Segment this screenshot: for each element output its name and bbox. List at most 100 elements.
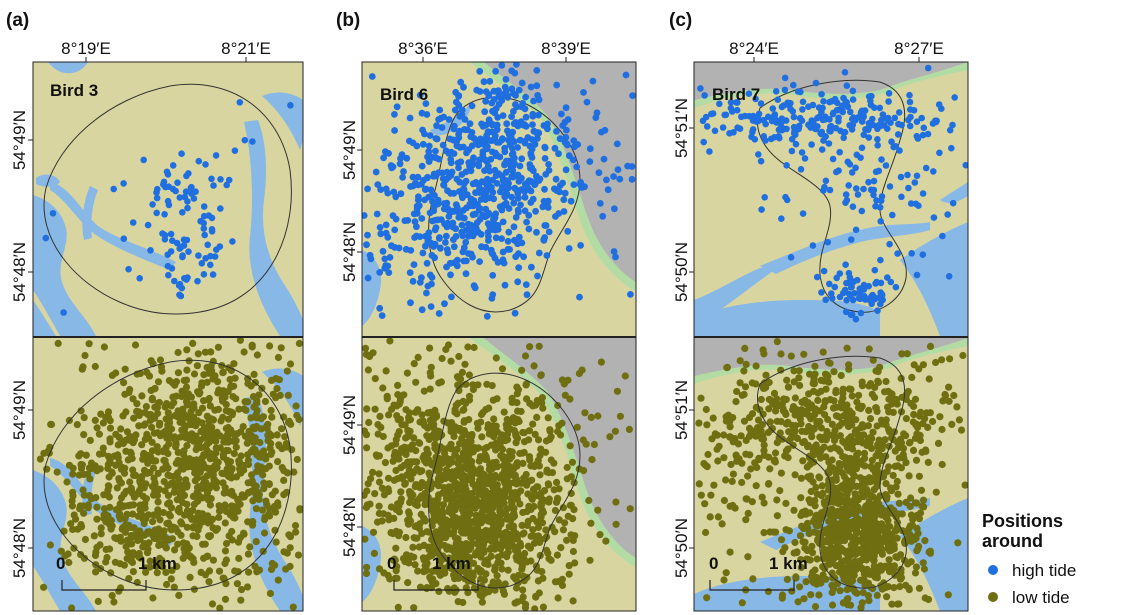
position-point <box>926 409 934 417</box>
position-point <box>435 310 443 317</box>
position-point <box>848 559 857 568</box>
position-point <box>451 106 459 114</box>
position-point <box>919 251 927 258</box>
position-point <box>114 441 122 449</box>
position-point <box>845 570 854 579</box>
position-point <box>49 210 57 217</box>
position-point <box>596 200 604 207</box>
position-point <box>870 177 878 185</box>
position-point <box>627 291 634 298</box>
position-point <box>839 599 848 607</box>
position-point <box>501 160 509 168</box>
position-point <box>400 168 407 175</box>
position-point <box>126 448 135 456</box>
panel-a-y-tick-top-2: 54°48′N <box>10 242 29 302</box>
position-point <box>529 121 536 128</box>
position-point <box>581 409 589 417</box>
position-point <box>452 401 460 409</box>
position-point <box>409 277 417 285</box>
position-point <box>402 245 410 253</box>
position-point <box>938 356 946 364</box>
position-point <box>890 562 899 570</box>
position-point <box>445 505 454 513</box>
position-point <box>878 584 887 592</box>
position-point <box>565 562 573 570</box>
position-point <box>77 407 85 415</box>
position-point <box>267 439 275 448</box>
position-point <box>439 501 447 509</box>
position-point <box>129 568 137 576</box>
position-point <box>180 451 188 459</box>
position-point <box>450 481 459 489</box>
position-point <box>382 148 389 156</box>
position-point <box>894 510 902 518</box>
position-point <box>887 535 895 544</box>
position-point <box>367 255 375 263</box>
position-point <box>526 544 535 552</box>
position-point <box>811 362 819 370</box>
position-point <box>507 161 514 169</box>
position-point <box>200 451 208 459</box>
position-point <box>530 97 537 105</box>
position-point <box>286 360 295 368</box>
position-point <box>579 436 587 444</box>
position-point <box>499 112 507 119</box>
position-point <box>154 378 163 386</box>
position-point <box>219 369 227 377</box>
position-point <box>388 164 396 172</box>
position-point <box>948 144 955 152</box>
position-point <box>374 421 382 429</box>
position-point <box>147 386 155 395</box>
position-point <box>706 513 714 521</box>
position-point <box>727 99 735 106</box>
position-point <box>839 437 847 445</box>
position-point <box>425 158 433 166</box>
position-point <box>833 168 840 176</box>
position-point <box>386 575 394 583</box>
position-point <box>784 99 791 107</box>
position-point <box>871 104 878 111</box>
position-point <box>230 450 238 458</box>
position-point <box>387 529 395 537</box>
position-point <box>811 502 819 510</box>
water-channel <box>940 182 968 203</box>
position-point <box>140 156 147 164</box>
position-point <box>87 465 95 473</box>
position-point <box>397 445 406 453</box>
position-point <box>493 87 501 95</box>
position-point <box>217 176 224 183</box>
position-point <box>129 549 137 557</box>
position-point <box>760 116 767 124</box>
position-point <box>905 584 913 593</box>
position-point <box>439 175 447 183</box>
position-point <box>920 503 928 511</box>
position-point <box>841 566 849 574</box>
position-point <box>183 500 191 508</box>
position-point <box>273 385 281 393</box>
position-point <box>250 403 258 411</box>
position-point <box>399 173 406 181</box>
position-point <box>471 284 479 292</box>
position-point <box>932 358 940 367</box>
position-point <box>404 579 412 587</box>
position-point <box>586 556 594 564</box>
position-point <box>534 523 543 532</box>
position-point <box>935 101 943 108</box>
position-point <box>375 565 384 573</box>
position-point <box>505 536 513 545</box>
position-point <box>521 352 530 360</box>
position-point <box>866 526 874 534</box>
position-point <box>872 280 879 287</box>
position-point <box>505 136 512 144</box>
position-point <box>759 432 767 440</box>
position-point <box>122 436 130 444</box>
position-point <box>100 343 108 351</box>
position-point <box>167 526 175 534</box>
position-point <box>544 480 552 488</box>
position-point <box>395 244 403 252</box>
position-point <box>167 230 175 238</box>
position-point <box>906 122 914 130</box>
position-point <box>758 493 766 501</box>
position-point <box>211 253 219 260</box>
position-point <box>180 491 189 499</box>
